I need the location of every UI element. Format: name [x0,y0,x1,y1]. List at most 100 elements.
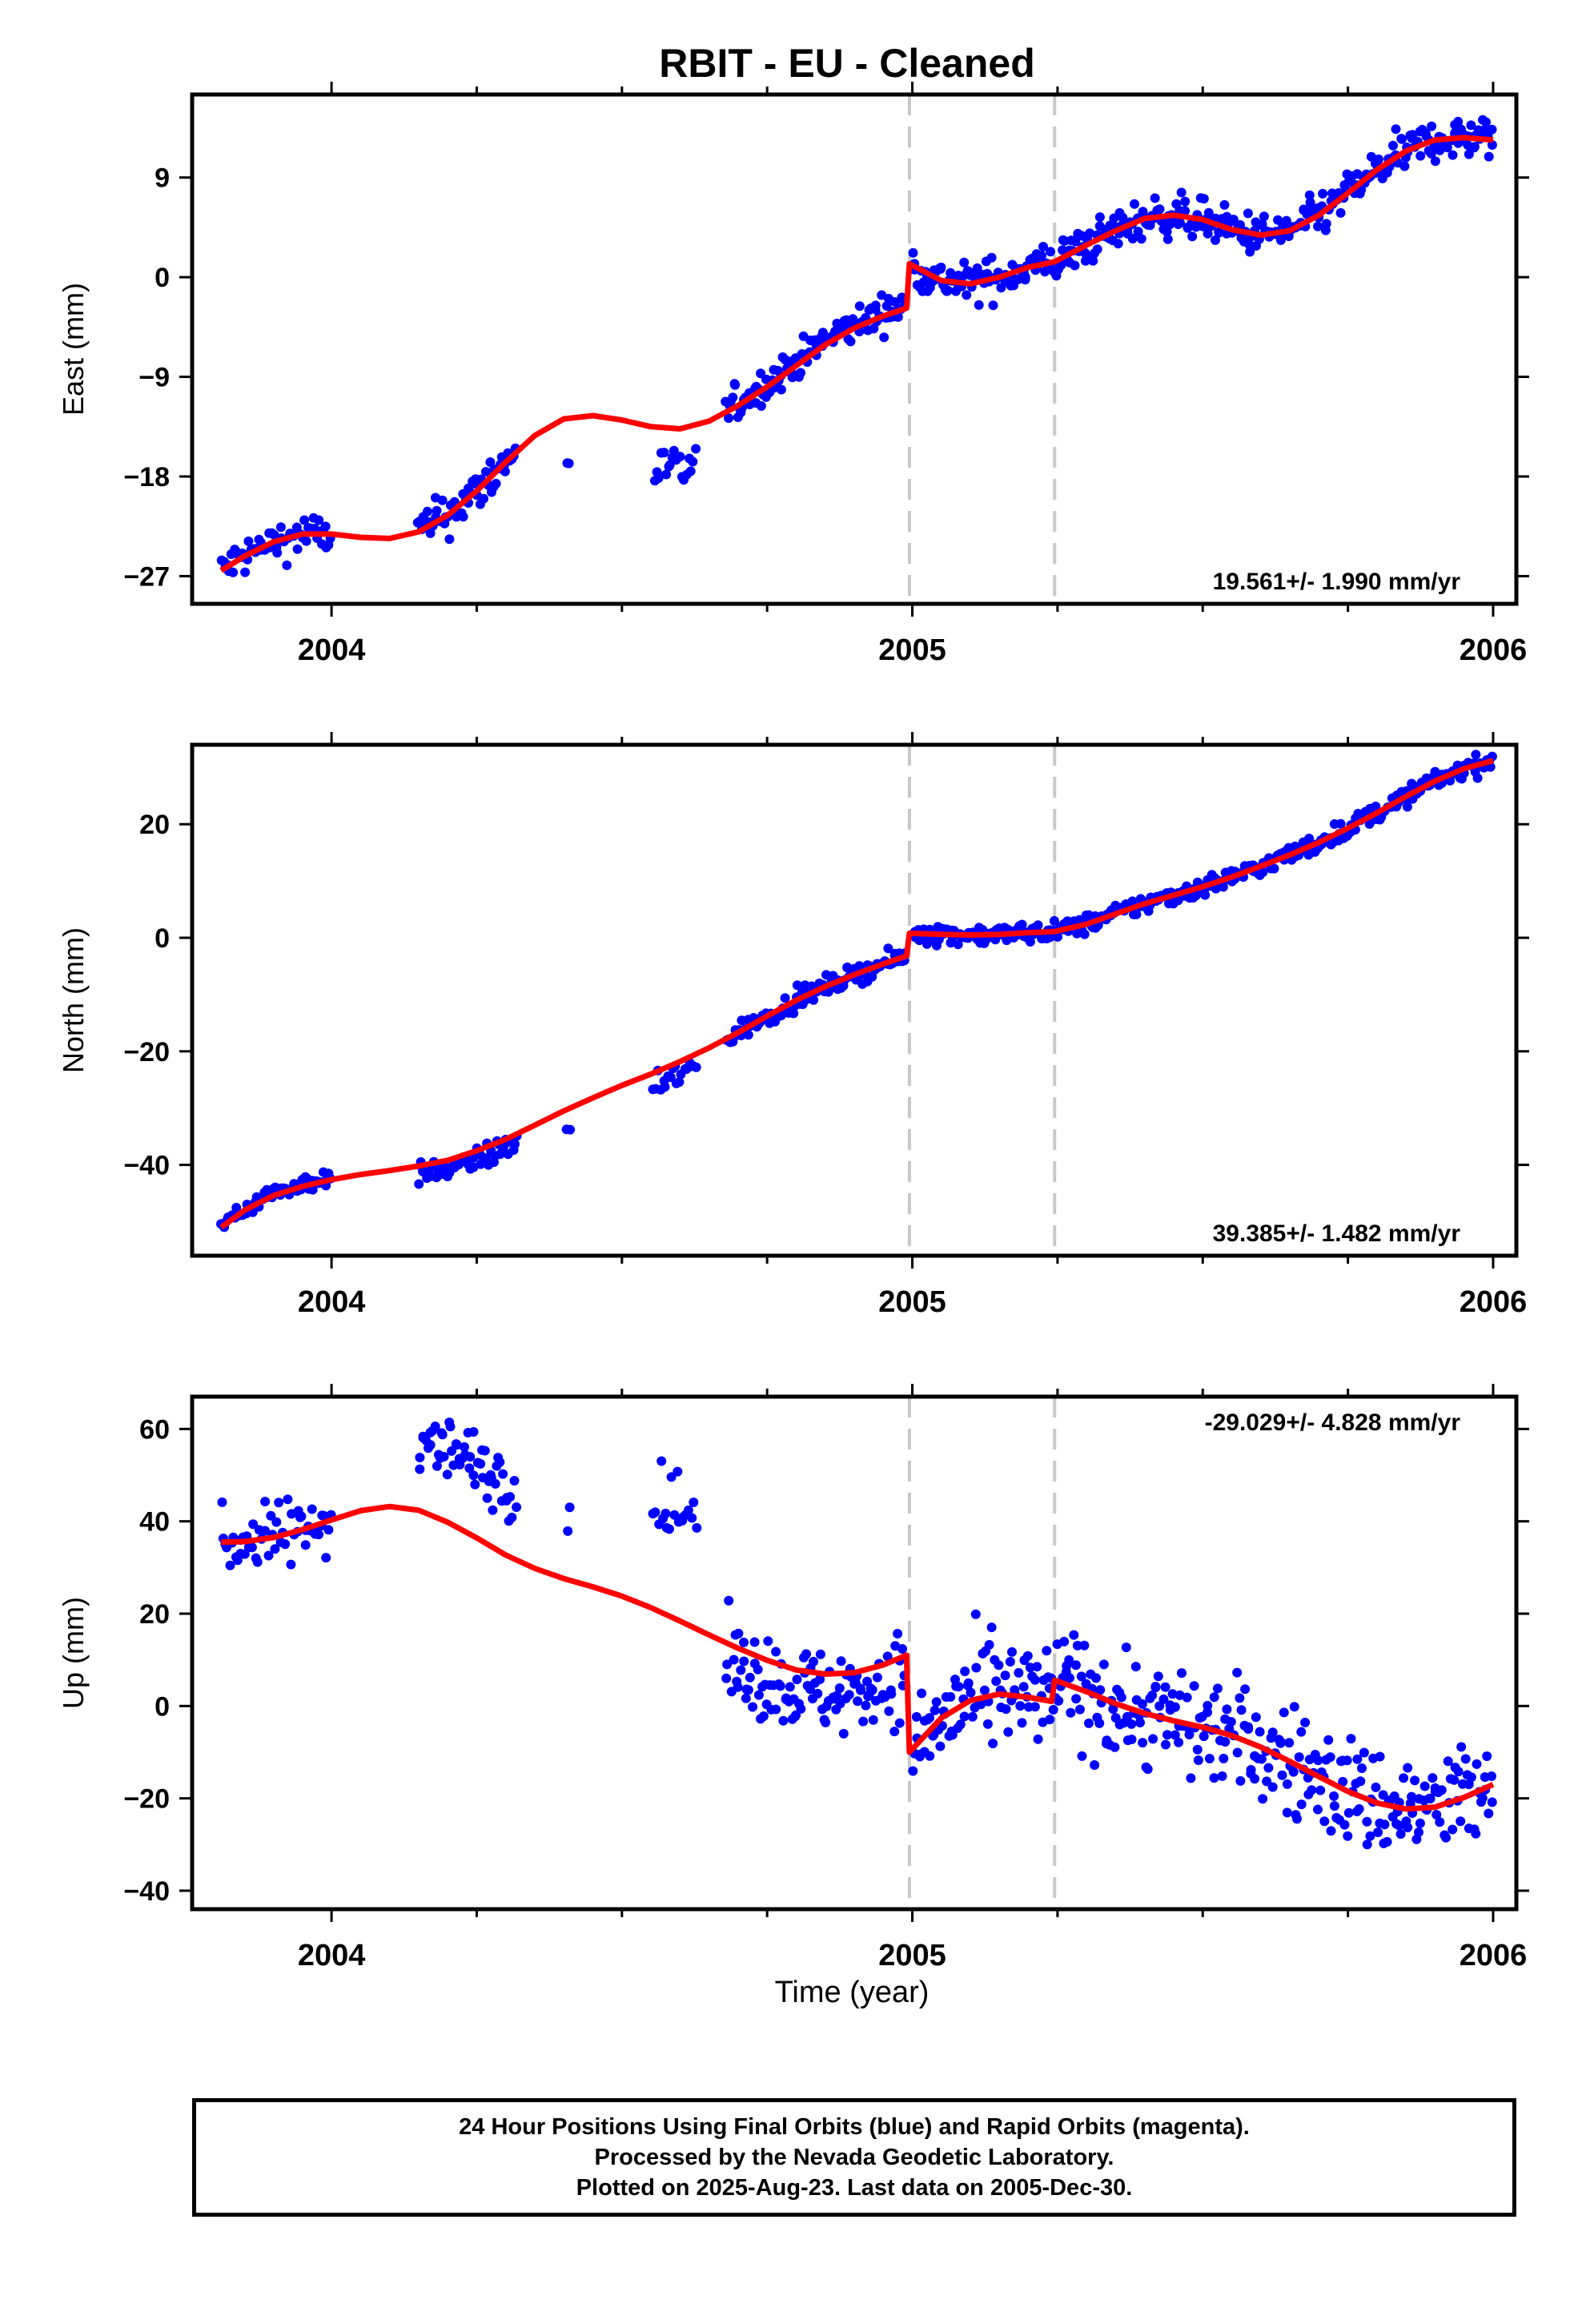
data-point [1154,204,1165,215]
data-point [442,1470,452,1480]
data-point [861,1700,871,1711]
data-point [310,524,320,533]
data-point [1487,1771,1496,1781]
data-point [485,457,496,468]
data-point [988,300,998,311]
y-tick-label: −9 [139,363,170,393]
data-point [319,1510,329,1521]
data-point [1313,221,1323,231]
y-tick-label: 0 [155,923,170,954]
data-point [1313,1755,1323,1766]
y-tick-label: 9 [155,163,170,194]
data-point [931,1697,942,1707]
data-point [674,1077,685,1088]
data-point [959,1711,970,1722]
data-point [1256,1754,1267,1764]
data-point [1466,1772,1476,1783]
data-point [855,1683,865,1694]
data-point [893,1629,903,1638]
data-point [1282,1807,1292,1818]
data-point [1138,1738,1148,1748]
data-point [908,247,918,258]
data-point [1017,1718,1027,1728]
data-point [1407,130,1418,140]
data-points [217,1417,1497,1850]
data-point [1203,1700,1213,1711]
data-point [809,1656,818,1667]
data-point [430,1421,440,1432]
data-point [263,1550,274,1561]
data-point [1315,1785,1326,1795]
footer-line-processed-by: Processed by the Nevada Geodetic Laborat… [594,2145,1114,2170]
data-point [821,1717,831,1727]
data-point [1313,1804,1323,1815]
data-point [458,512,468,522]
panel-2: −40 −20 0 20 2004 2005 2006 North (mm) 39.385+/-… [57,732,1529,1319]
data-point [733,1628,744,1638]
data-point [1199,1731,1209,1742]
data-point [1150,1683,1161,1693]
footer-line-plot-date: Plotted on 2025-Aug-23. Last data on 200… [576,2175,1133,2201]
data-point [314,515,324,525]
data-point [1269,863,1279,874]
plot-frame [190,92,1519,606]
data-point [879,332,889,343]
data-point [1053,931,1062,942]
data-point [1199,194,1209,204]
data-point [1477,1793,1488,1803]
data-point [815,1649,825,1659]
data-point [468,1427,479,1437]
data-point [908,1766,918,1776]
data-point [1374,154,1383,164]
data-point [321,1553,331,1563]
data-point [963,1678,974,1688]
data-point [986,252,997,263]
data-point [982,1719,993,1729]
y-tick-label: −40 [123,1151,170,1181]
data-point [1365,1831,1375,1841]
data-point [247,1542,257,1553]
data-point [976,1699,986,1710]
data-point [1167,1689,1178,1699]
x-tick-label: 2006 [1460,1285,1528,1319]
data-point [1441,1832,1452,1843]
data-point [796,1703,806,1714]
data-point [1472,773,1483,783]
data-point [1379,1819,1390,1830]
data-point [1335,207,1346,218]
data-point [1435,1817,1445,1827]
data-point [959,257,970,267]
velocity-annotation: 19.561+/- 1.990 mm/yr [1213,569,1461,595]
y-axis-label: East (mm) [57,283,90,416]
data-point [1329,1801,1339,1811]
data-point [1085,228,1095,239]
data-point [867,1685,877,1695]
data-point [470,1479,480,1490]
data-point [260,1497,271,1506]
data-point [1048,1705,1058,1715]
data-point [1142,1764,1153,1775]
data-point [854,961,865,971]
data-point [1203,1707,1212,1718]
data-point [724,413,734,424]
data-point [665,1524,674,1534]
data-point [1395,1829,1406,1839]
y-tick-label: −40 [123,1876,170,1907]
data-point [1443,1756,1453,1767]
data-point [480,1445,490,1456]
data-point [1020,275,1030,285]
data-point [1032,1662,1042,1672]
data-point [1158,1694,1169,1704]
fit-line [219,758,1494,1230]
data-point [240,567,251,577]
data-point [1307,1785,1317,1795]
data-point [660,1082,670,1092]
data-point [1228,215,1239,225]
data-point [1267,1727,1278,1738]
data-point [666,1472,677,1482]
data-point [1180,206,1191,216]
data-point [736,1665,746,1675]
data-point [252,1557,263,1567]
data-point [1095,1685,1106,1695]
data-point [280,1539,291,1550]
